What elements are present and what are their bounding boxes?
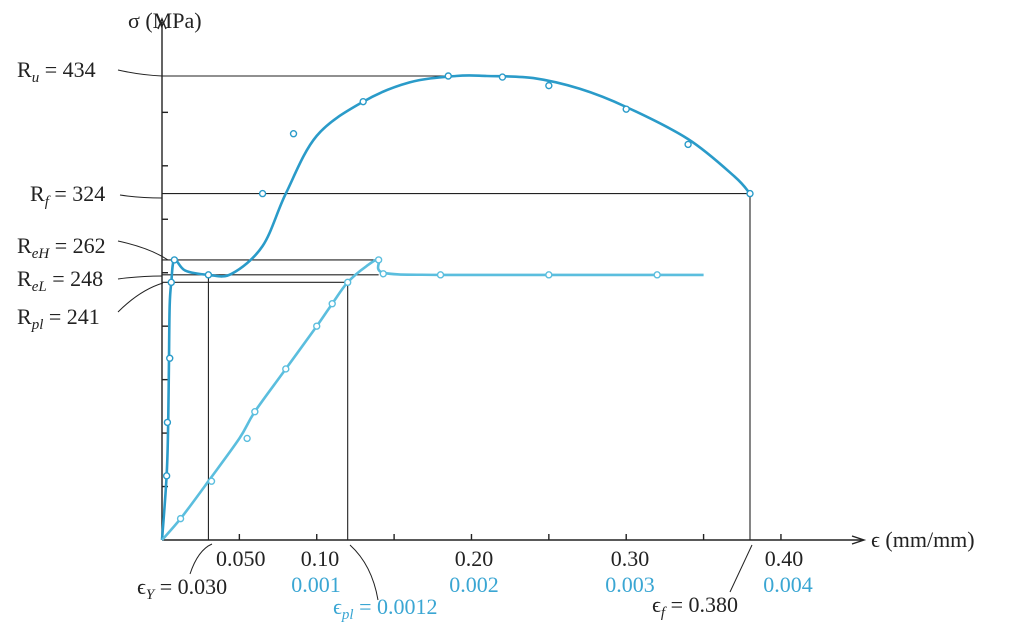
annotation-ru: Ru = 434	[17, 57, 96, 86]
series-1-point-5	[313, 322, 321, 330]
reference-lines	[162, 75, 751, 540]
x-tick-label-020: 0.20	[455, 546, 494, 571]
annotation-rf: Rf = 324	[30, 181, 105, 210]
series-0-line	[160, 74, 751, 541]
series-0-point-3	[167, 278, 175, 287]
series-1-line	[161, 258, 704, 541]
x2-tick-label-0002: 0.002	[449, 572, 499, 597]
x-tick-label-0050: 0.050	[216, 546, 266, 571]
series-1-point-12	[653, 271, 661, 279]
x2-tick-label-0001: 0.001	[291, 572, 341, 597]
x-tick-label-040: 0.40	[765, 546, 804, 571]
annotation-eps-f: ϵf = 0.380	[652, 592, 738, 621]
series-1-point-7	[343, 278, 352, 287]
series-0-point-12	[622, 105, 630, 113]
series-group	[160, 72, 754, 541]
x2-tick-label-0003: 0.003	[605, 572, 655, 597]
series-1-point-3	[251, 408, 259, 416]
leader-rpl	[117, 282, 164, 313]
series-1-point-11	[545, 271, 553, 279]
x-axis-label: ϵ (mm/mm)	[871, 527, 975, 552]
series-0-point-11	[545, 81, 553, 90]
series-0-point-8	[359, 97, 367, 106]
series-1-point-10	[436, 271, 445, 279]
x-tick-label-030: 0.30	[611, 546, 650, 571]
series-0-point-0	[162, 472, 171, 480]
series-1-point-9	[379, 270, 387, 278]
y-axis-arrow	[157, 17, 167, 30]
x-axis-arrow	[851, 535, 867, 545]
leader-ru	[117, 69, 163, 77]
series-1-point-8	[374, 256, 383, 264]
annotation-eps-y: ϵY = 0.030	[137, 574, 227, 603]
series-0-point-14	[746, 189, 754, 198]
annotation-reh: ReH = 262	[17, 233, 106, 262]
series-1-point-0	[176, 514, 185, 523]
series-1-point-1	[207, 477, 216, 485]
series-0-point-1	[163, 418, 172, 427]
leader-rf	[119, 194, 163, 199]
leader-eps-y	[189, 543, 213, 575]
series-0-point-4	[170, 256, 179, 264]
series-0-point-7	[289, 130, 298, 138]
series-1-point-2	[243, 434, 251, 443]
annotation-rel: ReL = 248	[17, 266, 103, 295]
series-1-point-6	[328, 300, 336, 308]
series-0-point-5	[204, 271, 213, 279]
annotation-eps-pl: ϵpl = 0.0012	[333, 594, 438, 623]
leader-rel	[117, 275, 163, 280]
series-0-point-10	[498, 73, 507, 81]
x-tick-label-010: 0.10	[301, 546, 340, 571]
leader-eps-pl	[349, 544, 379, 601]
leader-eps-f	[729, 544, 753, 593]
y-axis-label: σ (MPa)	[128, 8, 202, 33]
annotation-rpl: Rpl = 241	[17, 304, 100, 333]
series-0-point-13	[684, 140, 692, 149]
x2-tick-label-0004: 0.004	[763, 572, 813, 597]
series-0-point-6	[258, 189, 267, 198]
series-0-point-2	[166, 354, 174, 362]
x-ticks	[238, 534, 782, 540]
series-0-point-9	[444, 72, 452, 80]
series-1-point-4	[282, 365, 290, 373]
leader-reh	[117, 240, 169, 261]
